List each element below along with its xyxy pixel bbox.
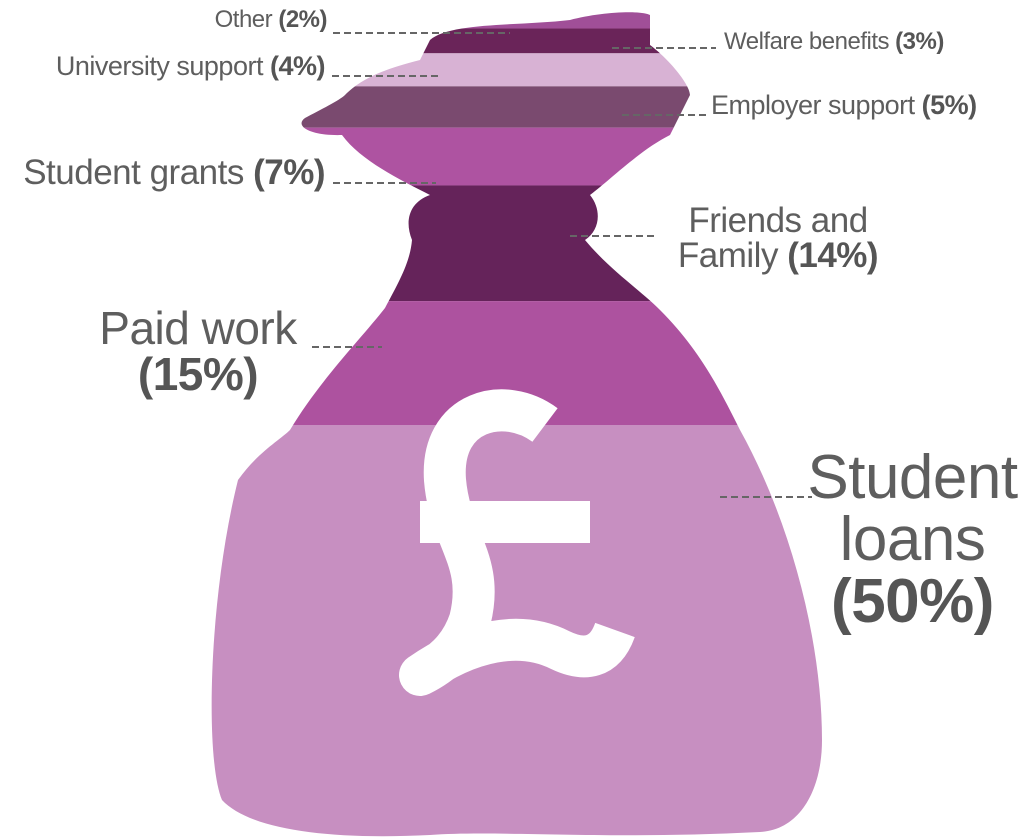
label: Welfare benefits (3%) [724, 30, 1024, 54]
label: Student grants (7%) [0, 155, 325, 190]
label: Paid work (15%) [88, 305, 308, 397]
value-label: (2%) [278, 6, 327, 33]
value-label: (15%) [137, 348, 259, 400]
category-name: Paid work [99, 302, 297, 354]
value-label: (7%) [253, 153, 325, 192]
label: Other (2%) [100, 6, 328, 33]
category-name: Welfare benefits [724, 28, 889, 55]
category-name: Friends and Family [677, 201, 868, 275]
label: Friends and Family (14%) [658, 203, 898, 273]
category-name: Student loans [807, 443, 1018, 574]
label: Student loans (50%) [800, 447, 1025, 633]
category-name: Employer support [711, 90, 915, 120]
category-name: University support [55, 51, 264, 81]
label: Employer support (5%) [711, 92, 1029, 119]
value-label: (5%) [921, 90, 978, 120]
category-name: Other [214, 6, 273, 33]
label: University support (4%) [0, 51, 326, 81]
pound-icon [399, 389, 635, 696]
value-label: (3%) [895, 28, 944, 55]
value-label: (4%) [269, 51, 326, 81]
category-name: Student grants [23, 153, 244, 192]
value-label: (50%) [831, 567, 994, 636]
leaders [312, 32, 812, 498]
value-label: (14%) [787, 236, 879, 275]
